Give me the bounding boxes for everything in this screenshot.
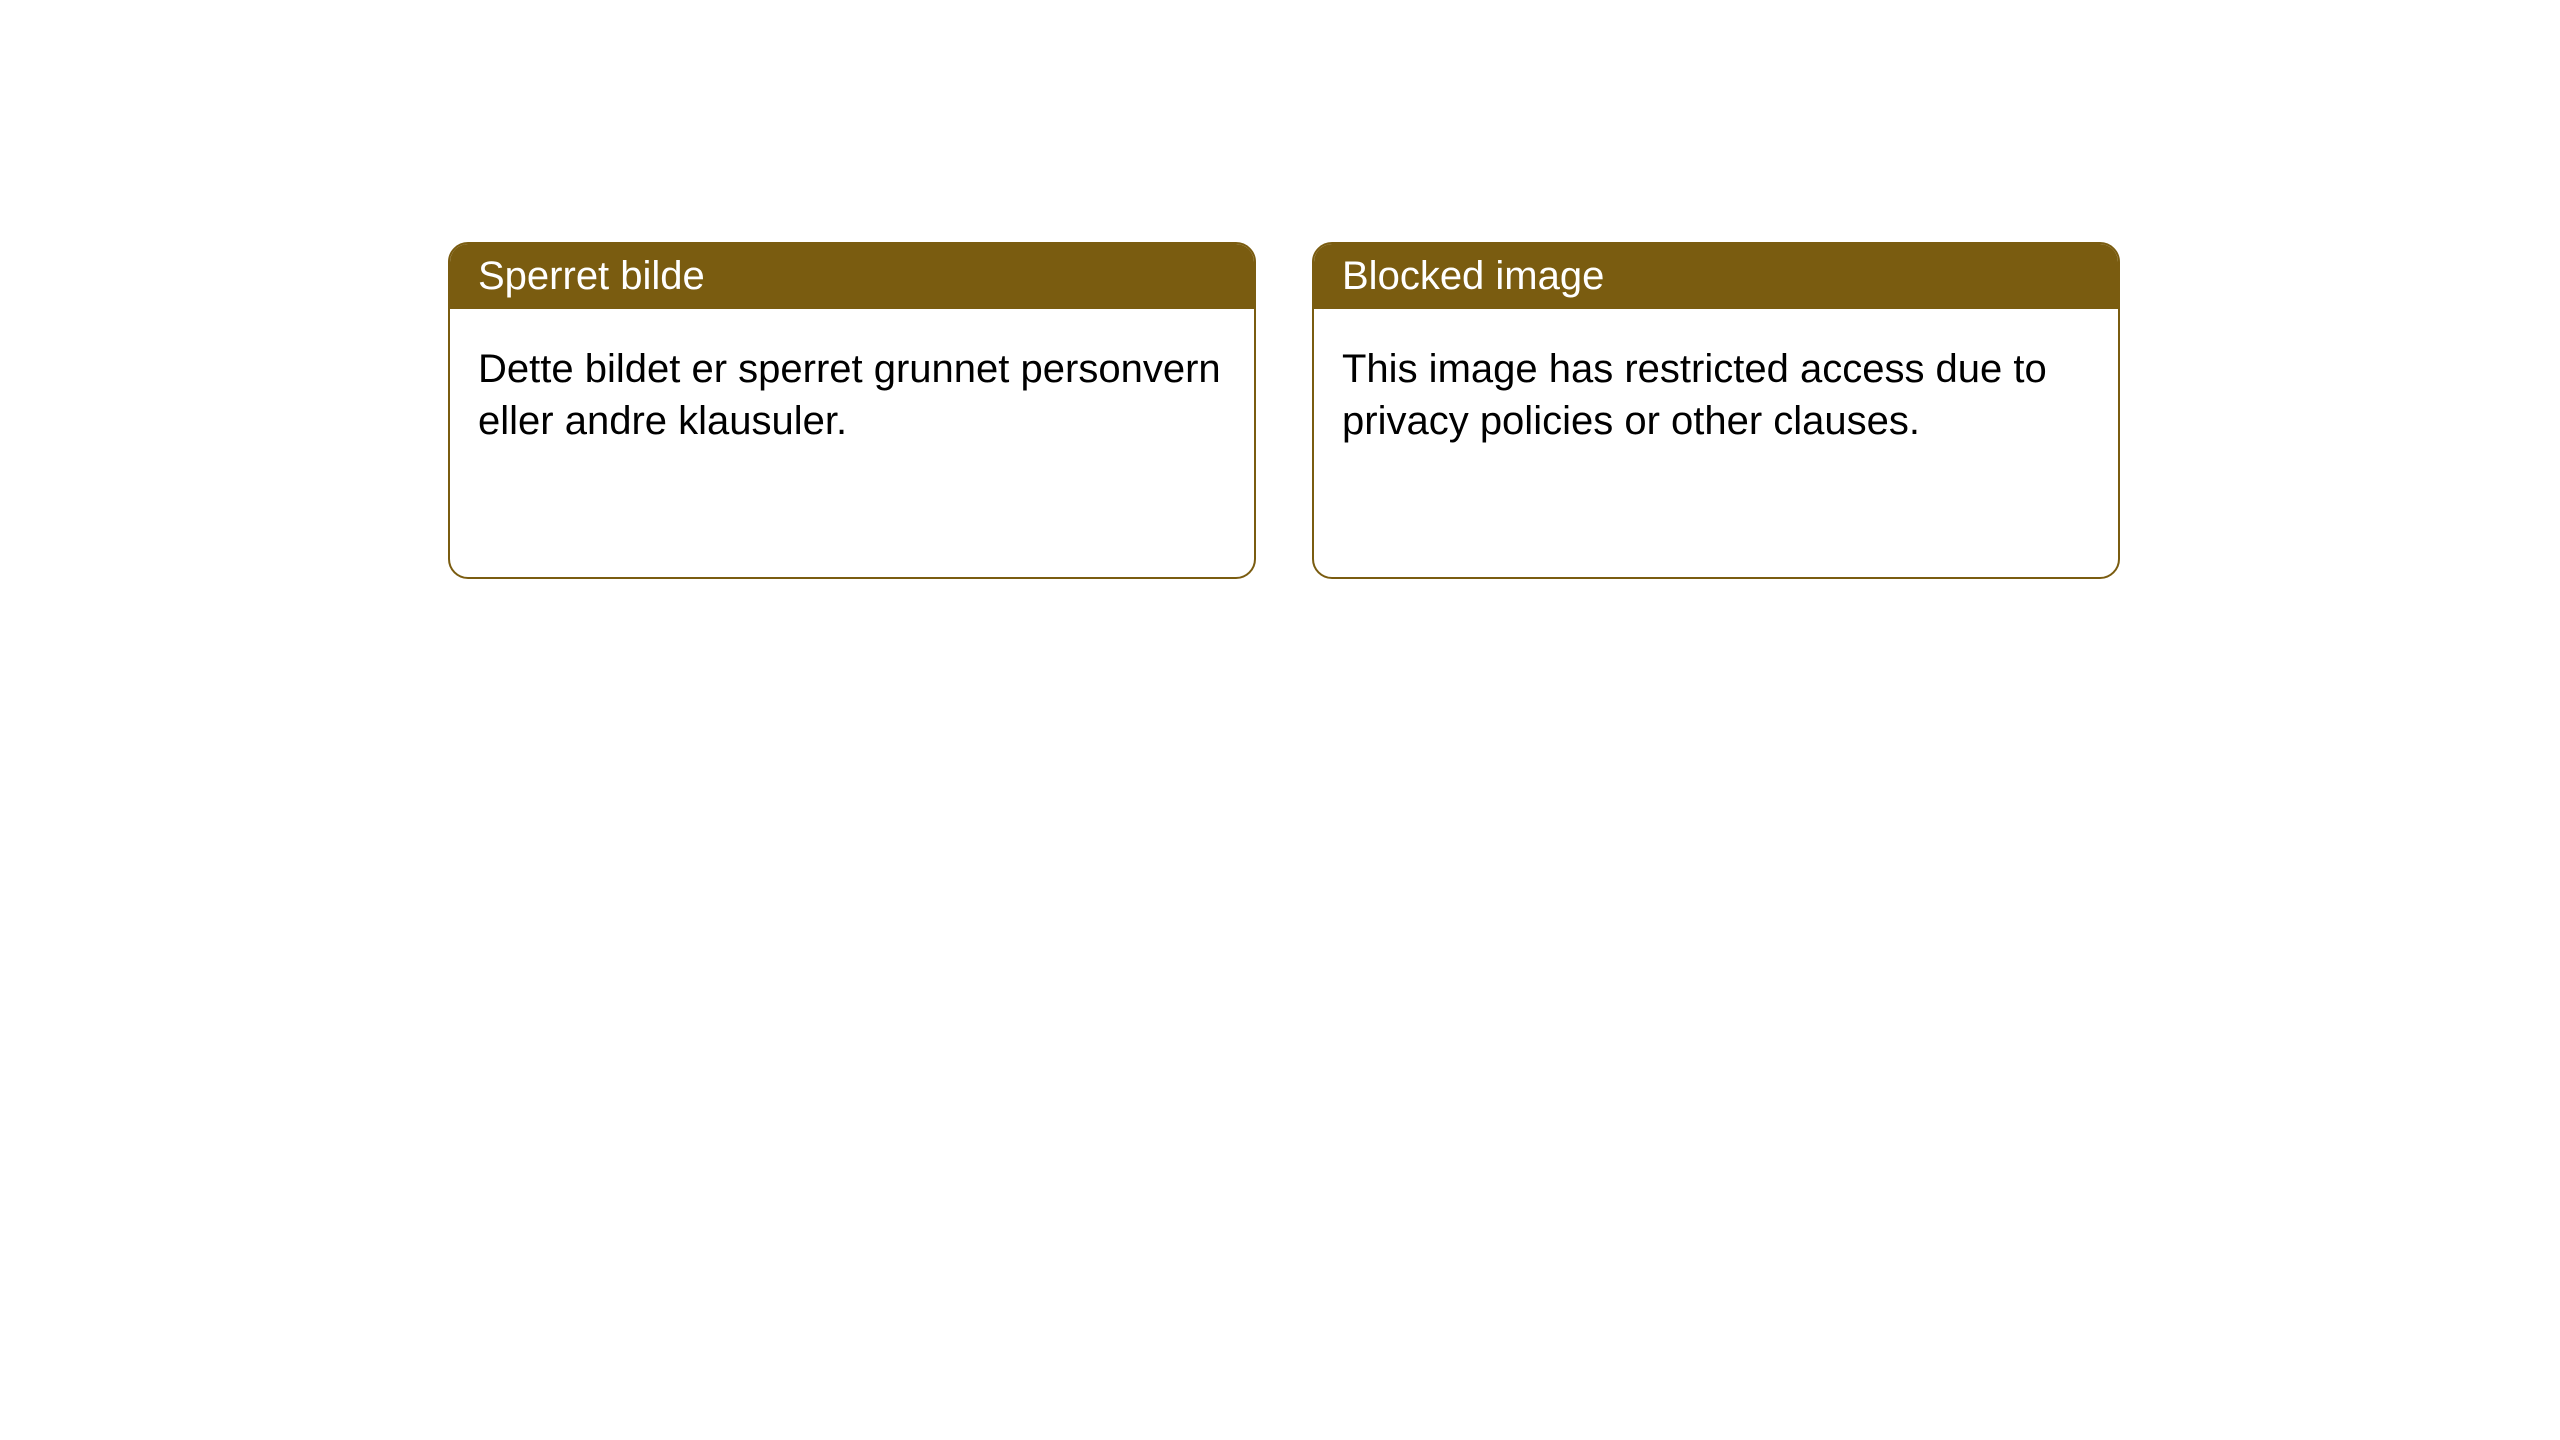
restricted-card-en: Blocked image This image has restricted … xyxy=(1312,242,2120,579)
card-header-en: Blocked image xyxy=(1314,244,2118,309)
cards-container: Sperret bilde Dette bildet er sperret gr… xyxy=(0,0,2560,579)
card-body-no: Dette bildet er sperret grunnet personve… xyxy=(450,309,1254,577)
restricted-card-no: Sperret bilde Dette bildet er sperret gr… xyxy=(448,242,1256,579)
card-title-en: Blocked image xyxy=(1342,254,1604,298)
card-header-no: Sperret bilde xyxy=(450,244,1254,309)
card-text-en: This image has restricted access due to … xyxy=(1342,343,2090,447)
card-text-no: Dette bildet er sperret grunnet personve… xyxy=(478,343,1226,447)
card-body-en: This image has restricted access due to … xyxy=(1314,309,2118,577)
card-title-no: Sperret bilde xyxy=(478,254,705,298)
